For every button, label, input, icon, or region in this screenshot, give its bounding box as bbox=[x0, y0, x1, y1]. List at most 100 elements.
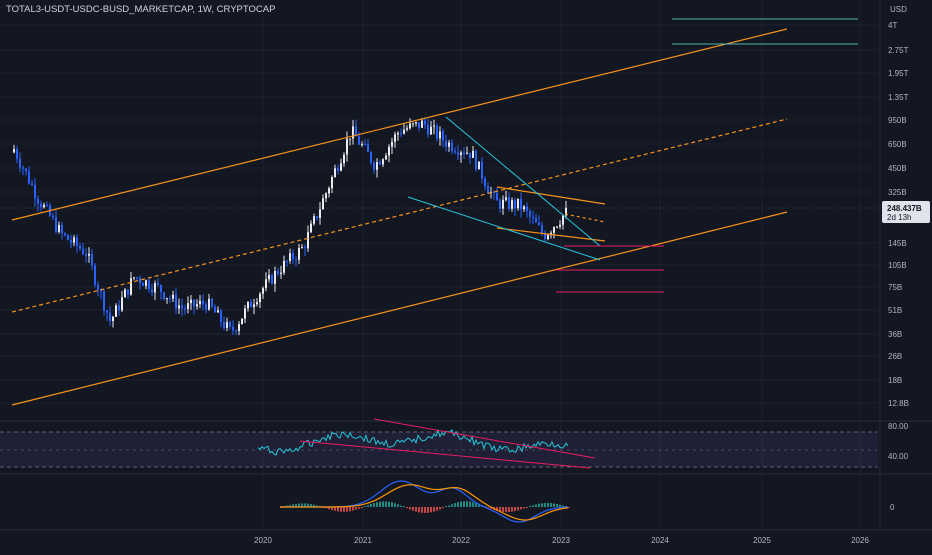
macd-histogram-bar bbox=[307, 503, 309, 507]
macd-histogram-bar bbox=[295, 503, 297, 507]
candle-body bbox=[502, 199, 504, 209]
macd-histogram-bar bbox=[310, 504, 312, 507]
macd-histogram-bar bbox=[433, 507, 435, 512]
support-trend-line[interactable] bbox=[407, 196, 601, 261]
macd-histogram-bar bbox=[289, 504, 291, 507]
candle-body bbox=[238, 324, 240, 332]
candle-body bbox=[124, 289, 126, 298]
price-axis-tick: 4T bbox=[888, 21, 897, 30]
candle-body bbox=[481, 161, 483, 179]
price-axis-tick: 36B bbox=[888, 330, 902, 339]
candle-body bbox=[235, 330, 237, 332]
candle-body bbox=[181, 305, 183, 309]
candle-body bbox=[79, 245, 81, 249]
rsi-trend-line-lower[interactable] bbox=[299, 440, 591, 469]
macd-signal-line bbox=[280, 484, 569, 521]
candle-body bbox=[346, 138, 348, 155]
candle-body bbox=[25, 168, 27, 172]
time-axis-label: 2024 bbox=[651, 536, 669, 545]
candle-body bbox=[313, 216, 315, 224]
macd-histogram-bar bbox=[400, 505, 402, 507]
wedge-lower-line[interactable] bbox=[496, 227, 606, 242]
symbol-interval: 1W bbox=[197, 4, 212, 15]
price-axis-tick: 105B bbox=[888, 261, 907, 270]
candle-body bbox=[16, 149, 18, 159]
candle-body bbox=[145, 280, 147, 286]
candle-body bbox=[118, 305, 120, 311]
rsi-trend-line-upper[interactable] bbox=[373, 418, 596, 459]
candle-body bbox=[166, 298, 168, 300]
candle-body bbox=[163, 292, 165, 300]
price-axis-tick: 1.95T bbox=[888, 69, 909, 78]
channel-lower-line[interactable] bbox=[11, 211, 788, 406]
candle-body bbox=[247, 301, 249, 309]
channel-upper-line[interactable] bbox=[11, 28, 788, 221]
candle-body bbox=[466, 152, 468, 154]
macd-histogram-bar bbox=[403, 506, 405, 507]
rsi-pane[interactable] bbox=[0, 418, 878, 469]
candle-body bbox=[286, 260, 288, 262]
candle-body bbox=[403, 129, 405, 134]
candle-body bbox=[211, 298, 213, 307]
macd-histogram-bar bbox=[451, 504, 453, 507]
candle-body bbox=[436, 125, 438, 139]
candle-body bbox=[13, 149, 15, 153]
macd-histogram-bar bbox=[442, 507, 444, 509]
candle-body bbox=[499, 200, 501, 209]
macd-pane[interactable] bbox=[280, 480, 570, 523]
candle-body bbox=[322, 198, 324, 210]
macd-histogram-bar bbox=[409, 507, 411, 510]
candle-body bbox=[208, 298, 210, 310]
drawings-layer[interactable] bbox=[0, 18, 878, 406]
candle-body bbox=[121, 297, 123, 311]
candle-body bbox=[289, 253, 291, 262]
candle-body bbox=[562, 215, 564, 225]
macd-histogram-bar bbox=[532, 505, 534, 507]
candle-body bbox=[478, 161, 480, 170]
macd-histogram-bar bbox=[397, 504, 399, 507]
candle-body bbox=[241, 318, 243, 325]
macd-histogram-bar bbox=[547, 502, 549, 507]
time-axis-label: 2021 bbox=[354, 536, 372, 545]
candle-body bbox=[442, 131, 444, 141]
candle-body bbox=[43, 204, 45, 208]
current-price-label: 248.437B bbox=[887, 204, 922, 213]
channel-mid-line[interactable] bbox=[11, 118, 788, 313]
macd-histogram-bar bbox=[463, 501, 465, 507]
macd-histogram-bar bbox=[502, 507, 504, 512]
candle-body bbox=[310, 223, 312, 233]
candle-body bbox=[262, 288, 264, 294]
wedge-upper-line[interactable] bbox=[496, 186, 606, 205]
downtrend-line[interactable] bbox=[445, 116, 601, 247]
candles-layer bbox=[13, 117, 567, 336]
time-axis-label: 2023 bbox=[552, 536, 570, 545]
macd-histogram-bar bbox=[511, 507, 513, 512]
candle-body bbox=[376, 162, 378, 170]
candle-body bbox=[523, 206, 525, 210]
candle-body bbox=[397, 133, 399, 135]
candle-body bbox=[142, 283, 144, 286]
candle-body bbox=[283, 260, 285, 273]
candle-body bbox=[379, 162, 381, 165]
macd-histogram-bar bbox=[358, 507, 360, 509]
candle-body bbox=[319, 209, 321, 219]
candle-body bbox=[85, 253, 87, 256]
time-axis-label: 2026 bbox=[851, 536, 869, 545]
macd-histogram-bar bbox=[529, 506, 531, 507]
candle-body bbox=[514, 200, 516, 209]
candle-body bbox=[244, 308, 246, 319]
candle-body bbox=[331, 177, 333, 189]
candle-body bbox=[304, 247, 306, 249]
candle-body bbox=[115, 305, 117, 317]
macd-histogram-bar bbox=[436, 507, 438, 511]
macd-histogram-bar bbox=[448, 505, 450, 507]
candle-body bbox=[469, 152, 471, 158]
candle-body bbox=[280, 272, 282, 274]
macd-histogram-bar bbox=[517, 507, 519, 511]
candle-body bbox=[55, 217, 57, 232]
candle-body bbox=[475, 150, 477, 170]
macd-histogram-bar bbox=[340, 507, 342, 512]
wedge-mid-line[interactable] bbox=[564, 213, 606, 223]
